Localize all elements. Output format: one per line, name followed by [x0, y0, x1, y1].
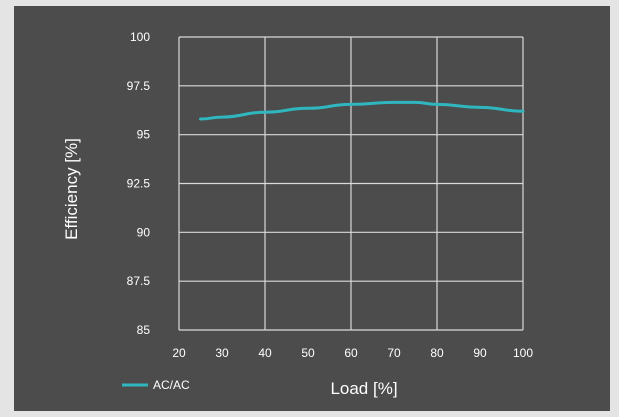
y-tick-label-3: 92.5: [127, 177, 151, 191]
x-tick-label-3: 50: [301, 346, 315, 360]
legend-label: AC/AC: [153, 378, 190, 392]
x-axis-title: Load [%]: [330, 379, 397, 398]
y-tick-label-4: 95: [137, 128, 151, 142]
x-tick-label-0: 20: [172, 346, 186, 360]
y-tick-label-6: 100: [130, 30, 150, 44]
x-tick-label-8: 100: [513, 346, 533, 360]
y-tick-label-2: 90: [137, 225, 151, 239]
grid: [178, 36, 524, 331]
y-tick-label-0: 85: [137, 323, 151, 337]
x-tick-label-1: 30: [215, 346, 229, 360]
series-group: [199, 100, 525, 121]
efficiency-chart: 85 87.5 90 92.5 95 97.5 100 20 30 40 50 60 70 80 90 10…: [62, 30, 533, 398]
x-tick-label-6: 80: [430, 346, 444, 360]
y-tick-label-1: 87.5: [127, 274, 151, 288]
x-tick-label-2: 40: [258, 346, 272, 360]
series-line-0: [199, 100, 525, 121]
y-axis-title: Efficiency [%]: [62, 138, 81, 240]
x-tick-label-7: 90: [473, 346, 487, 360]
x-tick-label-4: 60: [344, 346, 358, 360]
y-tick-label-5: 97.5: [127, 79, 151, 93]
x-tick-label-5: 70: [387, 346, 401, 360]
x-axis-ticks: 20 30 40 50 60 70 80 90 100: [172, 346, 533, 360]
chart-panel: 85 87.5 90 92.5 95 97.5 100 20 30 40 50 60 70 80 90 10…: [14, 6, 610, 411]
y-axis-ticks: 85 87.5 90 92.5 95 97.5 100: [127, 30, 151, 337]
